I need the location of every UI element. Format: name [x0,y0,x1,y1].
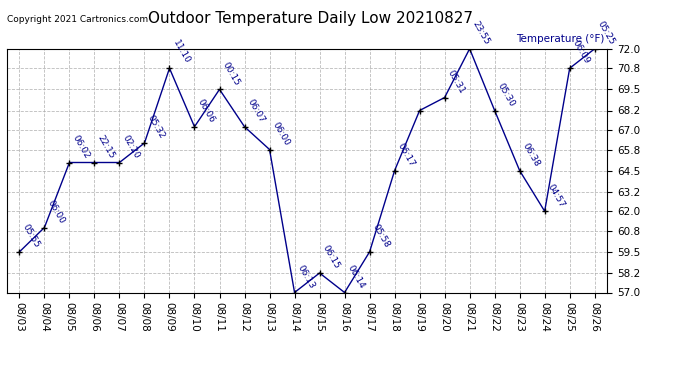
Text: 06:00: 06:00 [270,120,291,147]
Text: 06:00: 06:00 [46,198,66,225]
Text: 06:06: 06:06 [196,98,217,124]
Text: Copyright 2021 Cartronics.com: Copyright 2021 Cartronics.com [7,15,148,24]
Text: Outdoor Temperature Daily Low 20210827: Outdoor Temperature Daily Low 20210827 [148,11,473,26]
Text: 05:55: 05:55 [21,222,41,249]
Text: Temperature (°F): Temperature (°F) [516,34,604,44]
Text: 05:58: 05:58 [371,222,391,249]
Text: 05:25: 05:25 [596,20,617,46]
Text: 02:20: 02:20 [121,134,141,160]
Text: 06:13: 06:13 [296,263,317,290]
Text: 00:15: 00:15 [221,60,242,87]
Text: 06:07: 06:07 [246,98,266,124]
Text: 06:14: 06:14 [346,263,366,290]
Text: 04:57: 04:57 [546,182,566,209]
Text: 05:32: 05:32 [146,114,166,141]
Text: 06:09: 06:09 [571,39,591,66]
Text: 06:38: 06:38 [521,141,542,168]
Text: 06:15: 06:15 [321,244,342,271]
Text: 06:17: 06:17 [396,141,417,168]
Text: 05:31: 05:31 [446,68,466,95]
Text: 06:02: 06:02 [70,133,91,160]
Text: 23:55: 23:55 [471,20,491,46]
Text: 22:15: 22:15 [96,134,117,160]
Text: 05:30: 05:30 [496,81,517,108]
Text: 11:10: 11:10 [170,39,191,66]
